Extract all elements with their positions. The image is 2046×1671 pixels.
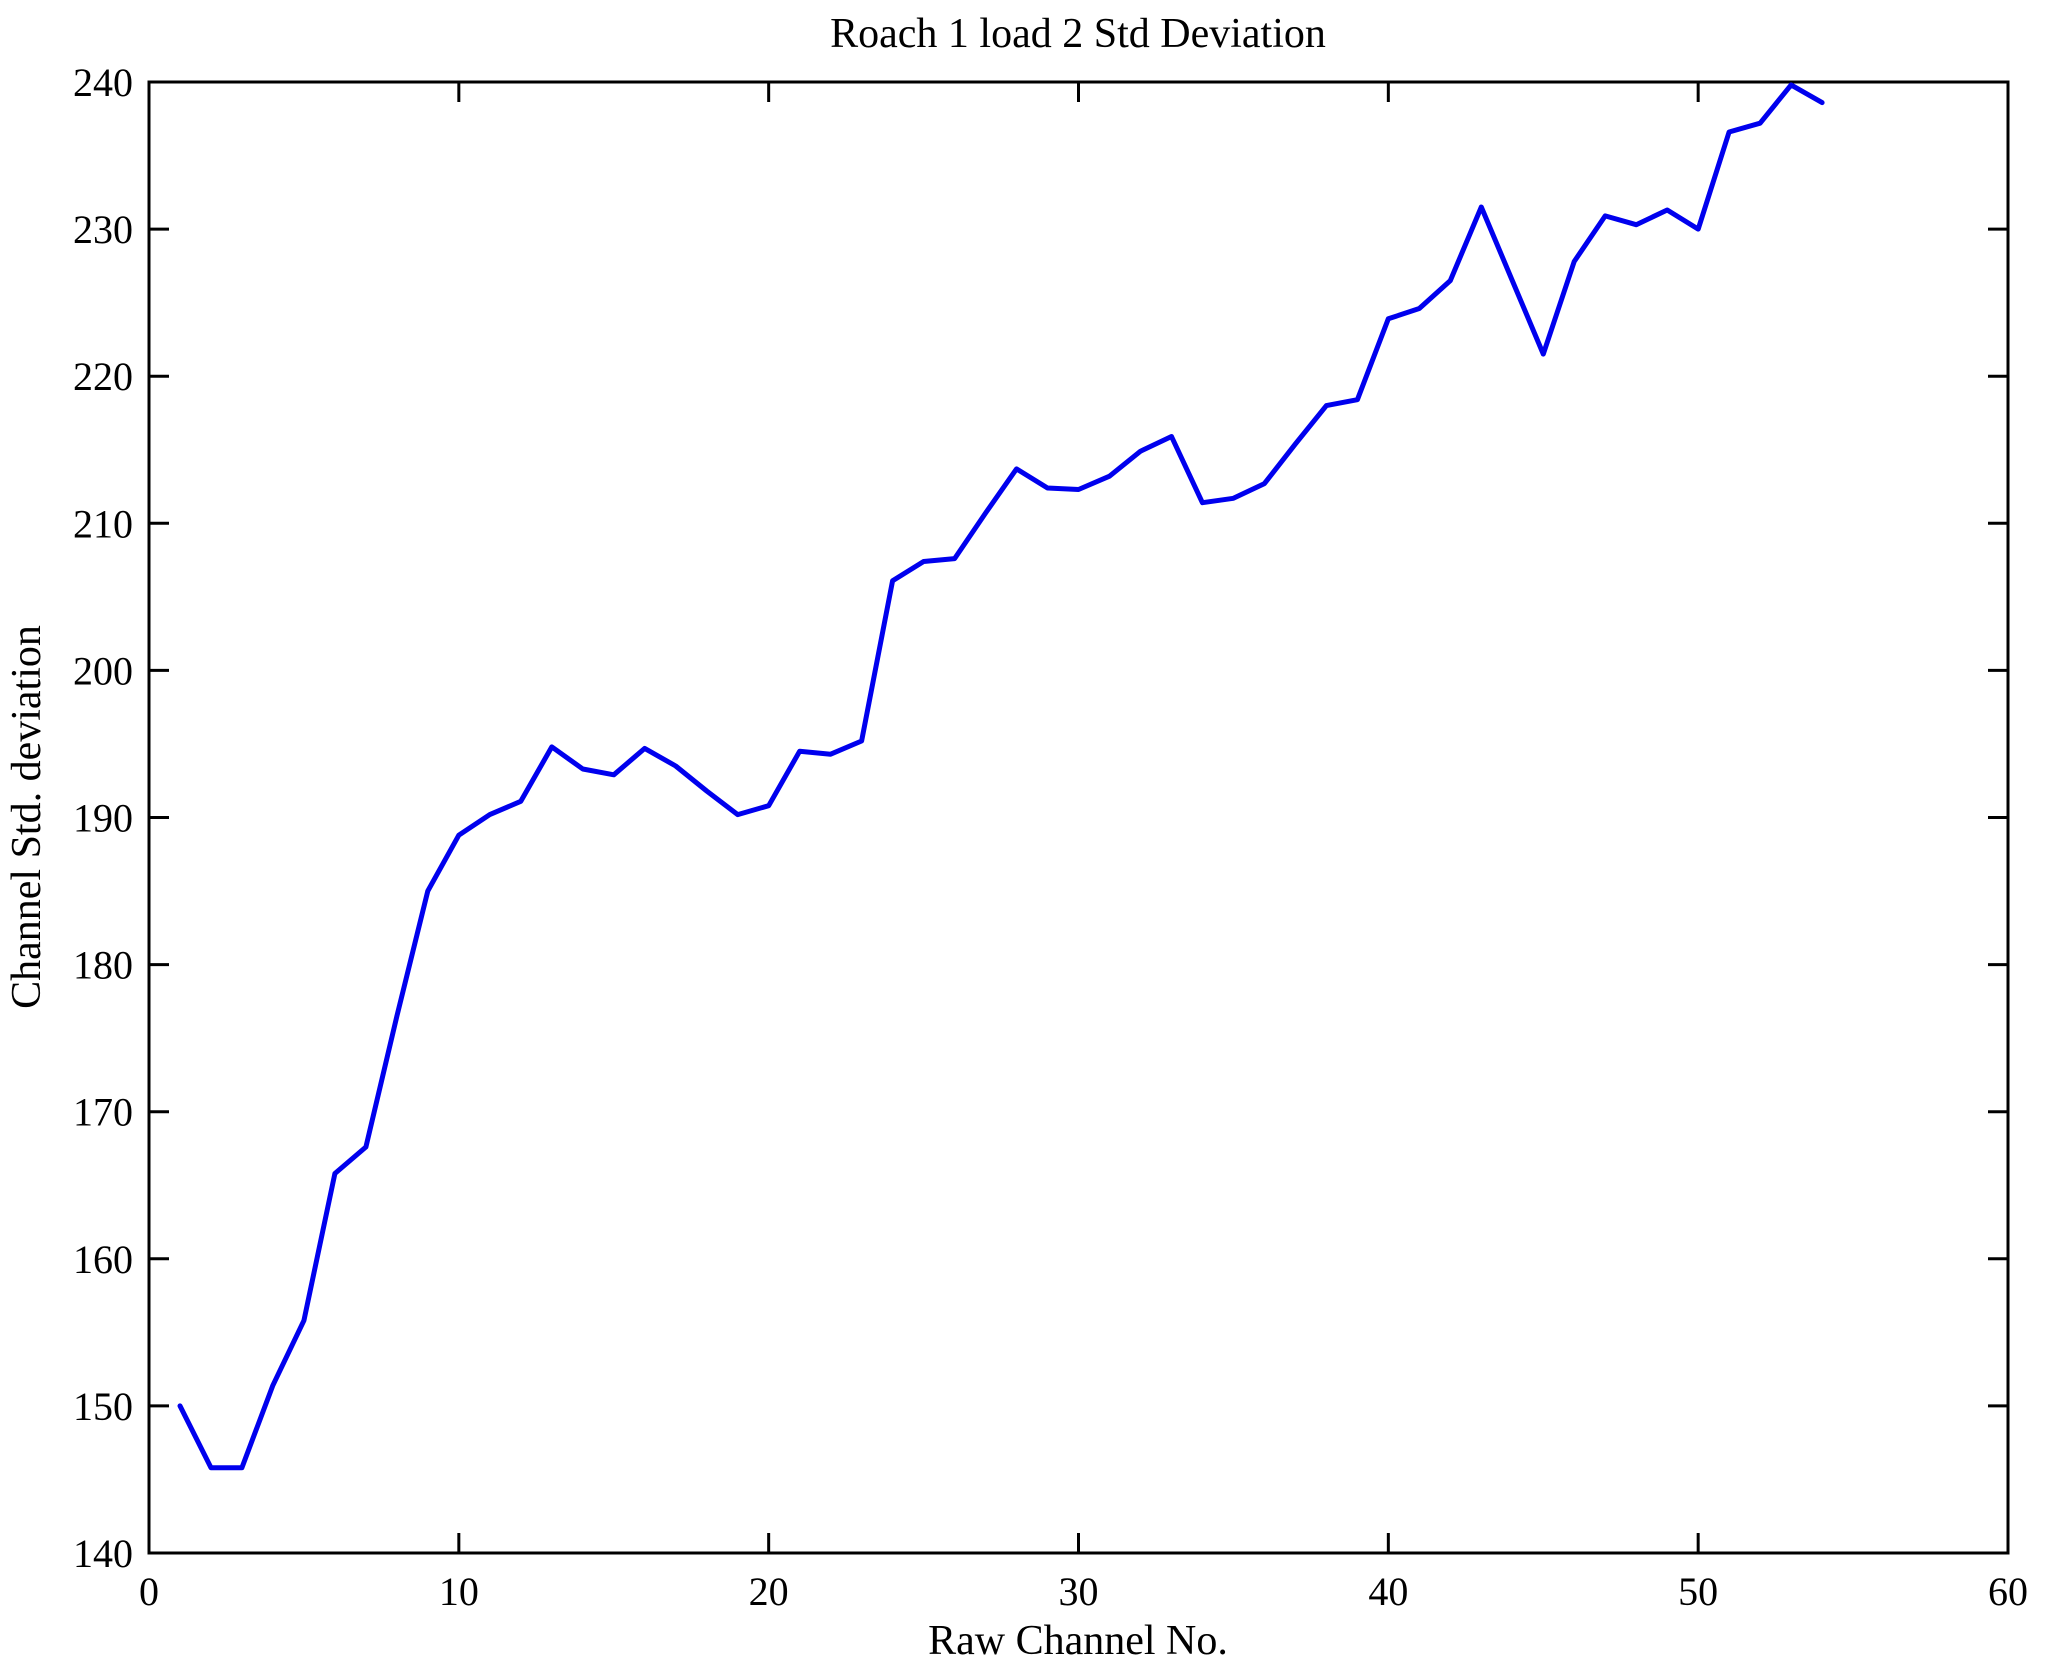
y-tick-label: 230 [73, 207, 133, 252]
y-tick-label: 240 [73, 60, 133, 105]
x-tick-label: 20 [749, 1569, 789, 1614]
x-axis-label: Raw Channel No. [928, 1618, 1228, 1664]
x-tick-label: 30 [1059, 1569, 1099, 1614]
plot-border [147, 80, 2010, 1555]
y-tick-label: 220 [73, 354, 133, 399]
y-tick-label: 140 [73, 1531, 133, 1576]
series-line-channel-std-deviation [177, 82, 1825, 1471]
y-tick-label: 180 [73, 943, 133, 988]
x-tick-label: 60 [1988, 1569, 2028, 1614]
data-series [177, 82, 1825, 1471]
y-tick-label: 150 [73, 1384, 133, 1429]
chart-title: Roach 1 load 2 Std Deviation [830, 11, 1326, 57]
axis-ticks [147, 80, 2010, 1555]
x-tick-label: 10 [439, 1569, 479, 1614]
y-axis-label: Channel Std. deviation [4, 625, 50, 1009]
x-tick-label: 50 [1678, 1569, 1718, 1614]
y-tick-label: 210 [73, 501, 133, 546]
y-tick-label: 200 [73, 648, 133, 693]
axis-tick-labels: 0 10 20 30 40 50 60 140 150 160 170 180 190 200 210 220… [73, 60, 2028, 1614]
y-tick-label: 160 [73, 1237, 133, 1282]
x-tick-label: 40 [1368, 1569, 1408, 1614]
y-tick-label: 190 [73, 796, 133, 841]
y-tick-label: 170 [73, 1090, 133, 1135]
x-tick-label: 0 [139, 1569, 159, 1614]
